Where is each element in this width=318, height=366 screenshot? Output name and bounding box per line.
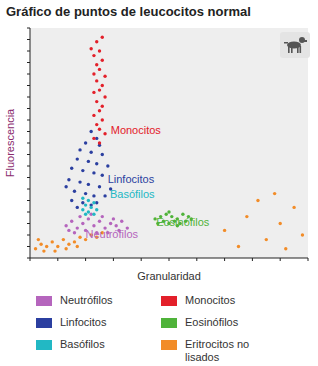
svg-text:Basófilos: Basófilos [110,188,155,200]
svg-text:Linfocitos: Linfocitos [108,173,155,185]
html-text:Eosinófilos: Eosinófilos [185,316,239,328]
html-text:Neutrófilos: Neutrófilos [60,294,113,306]
svg-text:Monocitos: Monocitos [111,124,162,136]
svg-text:Eosinófilos: Eosinófilos [156,216,210,228]
svg-text:Neutrófilos: Neutrófilos [85,228,138,240]
svg-text:Fluorescencia: Fluorescencia [8,108,16,177]
html-text:Linfocitos: Linfocitos [60,316,107,328]
html-text:Eritrocitos no lisados: Eritrocitos no lisados [185,338,250,363]
svg-text:Granularidad: Granularidad [137,270,201,282]
html-text:Gráfico de puntos de leucocito: Gráfico de puntos de leucocitos normal [6,4,251,19]
html-text:Basófilos: Basófilos [60,338,105,350]
html-text:Monocitos: Monocitos [185,294,236,306]
